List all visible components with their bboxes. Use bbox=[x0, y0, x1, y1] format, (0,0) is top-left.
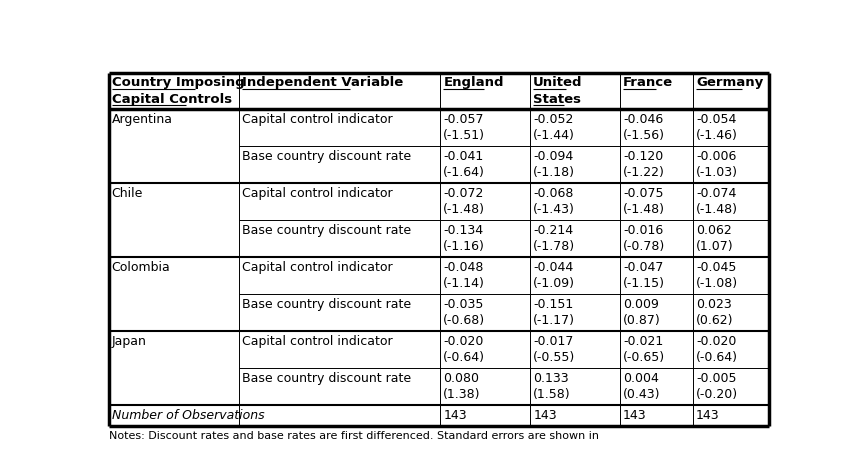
Text: -0.057: -0.057 bbox=[443, 113, 484, 126]
Text: Colombia: Colombia bbox=[111, 261, 170, 274]
Text: Base country discount rate: Base country discount rate bbox=[242, 298, 411, 311]
Text: -0.072: -0.072 bbox=[443, 187, 484, 200]
Text: (1.58): (1.58) bbox=[533, 388, 571, 401]
Text: (-1.15): (-1.15) bbox=[623, 278, 665, 290]
Text: -0.020: -0.020 bbox=[696, 335, 736, 348]
Text: States: States bbox=[533, 92, 581, 106]
Text: -0.054: -0.054 bbox=[696, 113, 736, 126]
Text: (-0.64): (-0.64) bbox=[443, 351, 485, 364]
Text: (0.87): (0.87) bbox=[623, 314, 661, 327]
Text: (-1.09): (-1.09) bbox=[533, 278, 575, 290]
Text: 143: 143 bbox=[623, 409, 647, 422]
Text: Capital Controls: Capital Controls bbox=[111, 92, 232, 106]
Text: (-1.14): (-1.14) bbox=[443, 278, 485, 290]
Text: -0.151: -0.151 bbox=[533, 298, 574, 311]
Text: Capital control indicator: Capital control indicator bbox=[242, 187, 392, 200]
Text: (-1.03): (-1.03) bbox=[696, 167, 738, 179]
Text: (-0.20): (-0.20) bbox=[696, 388, 738, 401]
Text: (-1.08): (-1.08) bbox=[696, 278, 738, 290]
Text: -0.021: -0.021 bbox=[623, 335, 663, 348]
Text: Capital control indicator: Capital control indicator bbox=[242, 113, 392, 126]
Text: -0.046: -0.046 bbox=[623, 113, 663, 126]
Text: England: England bbox=[443, 76, 504, 89]
Text: Number of Observations: Number of Observations bbox=[111, 409, 265, 422]
Text: -0.044: -0.044 bbox=[533, 261, 574, 274]
Text: -0.016: -0.016 bbox=[623, 224, 663, 237]
Text: (-1.22): (-1.22) bbox=[623, 167, 665, 179]
Text: (-1.17): (-1.17) bbox=[533, 314, 575, 327]
Text: 0.062: 0.062 bbox=[696, 224, 732, 237]
Text: 0.004: 0.004 bbox=[623, 372, 659, 385]
Text: -0.068: -0.068 bbox=[533, 187, 574, 200]
Text: -0.075: -0.075 bbox=[623, 187, 663, 200]
Text: (-0.65): (-0.65) bbox=[623, 351, 665, 364]
Text: (-1.16): (-1.16) bbox=[443, 240, 485, 253]
Text: (-0.64): (-0.64) bbox=[696, 351, 738, 364]
Text: (0.43): (0.43) bbox=[623, 388, 661, 401]
Text: (0.62): (0.62) bbox=[696, 314, 734, 327]
Text: Chile: Chile bbox=[111, 187, 143, 200]
Text: -0.035: -0.035 bbox=[443, 298, 484, 311]
Text: Base country discount rate: Base country discount rate bbox=[242, 372, 411, 385]
Text: 143: 143 bbox=[696, 409, 720, 422]
Text: -0.047: -0.047 bbox=[623, 261, 663, 274]
Text: France: France bbox=[623, 76, 674, 89]
Text: Argentina: Argentina bbox=[111, 113, 173, 126]
Text: (-1.64): (-1.64) bbox=[443, 167, 485, 179]
Text: -0.041: -0.041 bbox=[443, 150, 484, 163]
Text: 143: 143 bbox=[443, 409, 467, 422]
Text: (1.38): (1.38) bbox=[443, 388, 481, 401]
Text: (-1.48): (-1.48) bbox=[443, 203, 485, 217]
Text: (-0.55): (-0.55) bbox=[533, 351, 575, 364]
Text: Germany: Germany bbox=[696, 76, 764, 89]
Text: Notes: Discount rates and base rates are first differenced. Standard errors are : Notes: Discount rates and base rates are… bbox=[109, 431, 598, 441]
Text: Capital control indicator: Capital control indicator bbox=[242, 261, 392, 274]
Text: -0.048: -0.048 bbox=[443, 261, 484, 274]
Text: -0.006: -0.006 bbox=[696, 150, 736, 163]
Text: 0.133: 0.133 bbox=[533, 372, 569, 385]
Text: (-0.68): (-0.68) bbox=[443, 314, 485, 327]
Text: -0.134: -0.134 bbox=[443, 224, 484, 237]
Text: -0.045: -0.045 bbox=[696, 261, 736, 274]
Text: -0.020: -0.020 bbox=[443, 335, 484, 348]
Text: (-0.78): (-0.78) bbox=[623, 240, 665, 253]
Text: -0.214: -0.214 bbox=[533, 224, 574, 237]
Text: (-1.18): (-1.18) bbox=[533, 167, 575, 179]
Text: -0.074: -0.074 bbox=[696, 187, 736, 200]
Text: 0.009: 0.009 bbox=[623, 298, 659, 311]
Text: 0.023: 0.023 bbox=[696, 298, 732, 311]
Text: (-1.44): (-1.44) bbox=[533, 129, 575, 142]
Text: -0.052: -0.052 bbox=[533, 113, 574, 126]
Text: (-1.56): (-1.56) bbox=[623, 129, 665, 142]
Text: Independent Variable: Independent Variable bbox=[242, 76, 403, 89]
Text: (-1.43): (-1.43) bbox=[533, 203, 575, 217]
Text: 0.080: 0.080 bbox=[443, 372, 479, 385]
Text: (-1.48): (-1.48) bbox=[623, 203, 665, 217]
Text: Base country discount rate: Base country discount rate bbox=[242, 224, 411, 237]
Text: (1.07): (1.07) bbox=[696, 240, 734, 253]
Text: Base country discount rate: Base country discount rate bbox=[242, 150, 411, 163]
Text: Capital control indicator: Capital control indicator bbox=[242, 335, 392, 348]
Text: -0.120: -0.120 bbox=[623, 150, 663, 163]
Text: (-1.46): (-1.46) bbox=[696, 129, 738, 142]
Text: -0.017: -0.017 bbox=[533, 335, 574, 348]
Text: Country Imposing: Country Imposing bbox=[111, 76, 244, 89]
Text: -0.005: -0.005 bbox=[696, 372, 736, 385]
Text: United: United bbox=[533, 76, 583, 89]
Text: Japan: Japan bbox=[111, 335, 146, 348]
Text: (-1.51): (-1.51) bbox=[443, 129, 485, 142]
Text: (-1.78): (-1.78) bbox=[533, 240, 575, 253]
Text: -0.094: -0.094 bbox=[533, 150, 574, 163]
Text: 143: 143 bbox=[533, 409, 557, 422]
Text: (-1.48): (-1.48) bbox=[696, 203, 738, 217]
